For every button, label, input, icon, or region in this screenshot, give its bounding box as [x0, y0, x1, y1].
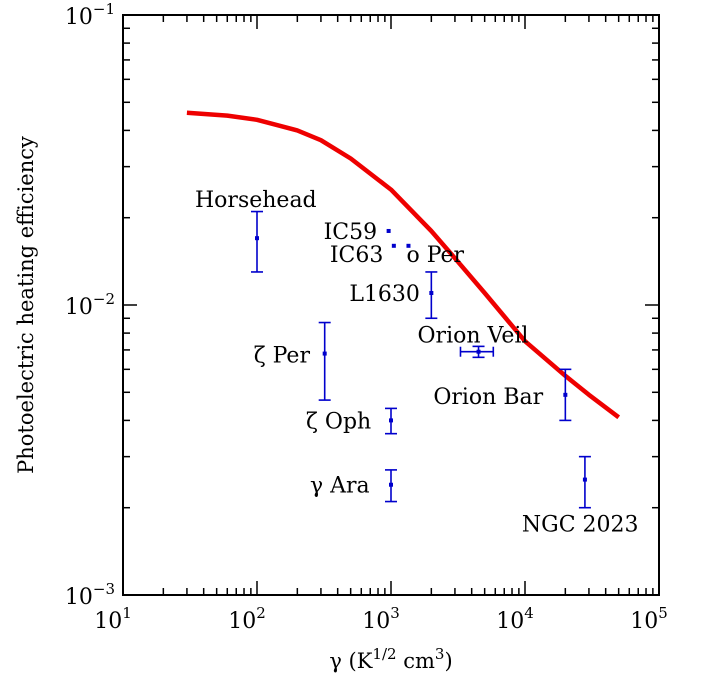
marker: [255, 236, 259, 241]
x-tick-label: 104: [496, 604, 534, 634]
marker: [322, 351, 327, 356]
data-point: [559, 368, 572, 422]
y-tick-label: 10−1: [65, 0, 115, 30]
marker: [386, 228, 391, 233]
y-tick-label: 10−2: [65, 290, 115, 320]
x-tick-label: 103: [362, 604, 400, 634]
marker: [391, 243, 396, 248]
point-label: NGC 2023: [522, 513, 639, 538]
data-point: [386, 228, 391, 233]
data-point: [318, 321, 331, 401]
point-label: γ Ara: [310, 474, 370, 499]
point-label: Orion Bar: [433, 385, 543, 410]
marker: [389, 482, 393, 487]
data-point: [251, 210, 263, 273]
y-axis-title: Photoelectric heating efficiency: [14, 136, 38, 474]
marker: [406, 243, 411, 248]
point-label: IC63: [330, 243, 384, 268]
marker: [582, 477, 587, 482]
model-curve: [186, 110, 621, 420]
data-point: [406, 243, 411, 248]
x-tick-label: 101: [94, 604, 132, 634]
point-label: ο Per: [406, 243, 464, 268]
marker: [563, 392, 568, 397]
point-label: ζ Per: [254, 344, 311, 369]
x-axis-title: γ (K1/2 cm3): [329, 645, 452, 673]
data-point: [391, 243, 396, 248]
point-label: Orion Veil: [418, 324, 529, 349]
marker: [429, 290, 434, 295]
y-tick-label: 10−3: [65, 580, 115, 610]
data-point: [425, 271, 438, 320]
x-tick-label: 102: [228, 604, 266, 634]
point-label: IC59: [324, 220, 378, 245]
point-label: L1630: [349, 282, 420, 307]
marker: [389, 418, 393, 423]
data-point: [459, 345, 495, 359]
marker: [476, 349, 481, 354]
data-point: [385, 469, 397, 503]
data-point: [578, 455, 591, 509]
data-point: [385, 407, 397, 435]
x-tick-label: 105: [630, 604, 668, 634]
point-label: Horsehead: [195, 188, 317, 213]
point-label: ζ Oph: [306, 409, 371, 434]
